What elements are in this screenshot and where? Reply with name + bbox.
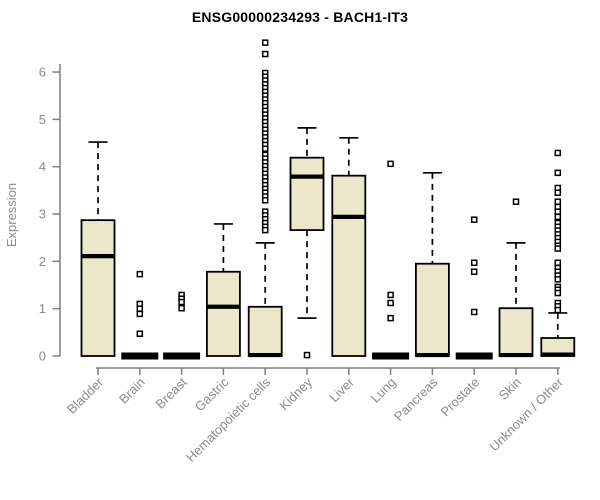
outlier-point xyxy=(303,351,311,359)
box-pancreas xyxy=(414,171,450,358)
outlier-point xyxy=(136,305,144,312)
outlier-point xyxy=(554,189,562,196)
box-skin xyxy=(498,198,534,358)
collapsed-box xyxy=(455,352,493,360)
x-tick-label-brain: Brain xyxy=(116,375,148,407)
box-breast xyxy=(163,291,201,360)
collapsed-box xyxy=(372,352,410,360)
box-prostate xyxy=(455,216,493,360)
box-brain xyxy=(121,270,159,360)
outlier-point xyxy=(470,308,478,316)
x-tick-label-breast: Breast xyxy=(153,374,190,411)
outlier-point xyxy=(261,197,269,204)
x-tick-label-liver: Liver xyxy=(326,374,357,405)
chart-title: ENSG00000234293 - BACH1-IT3 xyxy=(191,9,409,25)
outlier-point xyxy=(470,259,478,267)
x-tick-label-unknown-other: Unknown / Other xyxy=(486,374,566,454)
iqr-box xyxy=(205,270,241,357)
box-kidney xyxy=(289,127,325,359)
x-tick-label-gastric: Gastric xyxy=(192,374,232,414)
x-tick-label-skin: Skin xyxy=(496,375,524,403)
outlier-point xyxy=(261,39,269,46)
outlier-point xyxy=(554,169,562,177)
outlier-point xyxy=(470,216,478,223)
x-tick-label-lung: Lung xyxy=(368,375,399,406)
y-tick-label: 2 xyxy=(39,254,46,269)
outlier-point xyxy=(470,268,478,276)
collapsed-box xyxy=(163,352,201,360)
box-hematopoietic-cells xyxy=(247,39,283,358)
outlier-point xyxy=(261,50,269,58)
outlier-point xyxy=(261,145,269,152)
outlier-point xyxy=(554,276,562,283)
outlier-point xyxy=(554,198,562,205)
iqr-box xyxy=(247,305,283,357)
x-tick-label-kidney: Kidney xyxy=(276,374,315,413)
y-tick-label: 3 xyxy=(39,207,46,222)
outlier-point xyxy=(136,310,144,318)
outlier-point xyxy=(178,304,185,312)
box-bladder xyxy=(80,141,116,357)
outlier-point xyxy=(387,291,394,299)
outlier-point xyxy=(136,270,144,278)
box-unknown-other xyxy=(540,149,576,357)
box-lung xyxy=(372,160,410,360)
outlier-point xyxy=(554,245,562,252)
outlier-point xyxy=(387,160,394,168)
outlier-point xyxy=(387,314,394,322)
y-tick-label: 6 xyxy=(39,65,46,80)
iqr-box xyxy=(498,307,534,357)
outlier-point xyxy=(136,330,144,338)
outlier-point xyxy=(512,198,520,205)
y-tick-label: 4 xyxy=(39,159,46,174)
outlier-point xyxy=(554,149,562,157)
outlier-point xyxy=(261,226,269,234)
outlier-point xyxy=(554,259,562,267)
outlier-point xyxy=(554,289,562,297)
outlier-point xyxy=(554,208,562,215)
y-tick-label: 5 xyxy=(39,112,46,127)
iqr-box xyxy=(289,156,325,232)
y-tick-label: 1 xyxy=(39,301,46,316)
outlier-point xyxy=(178,298,185,306)
box-gastric xyxy=(205,223,241,357)
box-liver xyxy=(331,136,367,357)
x-tick-label-pancreas: Pancreas xyxy=(391,374,441,424)
y-tick-label: 0 xyxy=(39,349,46,364)
iqr-box xyxy=(331,174,367,357)
x-tick-label-prostate: Prostate xyxy=(437,375,482,420)
collapsed-box xyxy=(121,352,159,360)
outlier-point xyxy=(554,306,562,314)
iqr-box xyxy=(80,219,116,357)
outlier-point xyxy=(387,299,394,307)
y-axis: 0 1 2 3 4 5 6 xyxy=(39,64,61,364)
iqr-box xyxy=(414,262,450,357)
outlier-point xyxy=(554,213,562,221)
x-tick-label-bladder: Bladder xyxy=(64,374,107,417)
